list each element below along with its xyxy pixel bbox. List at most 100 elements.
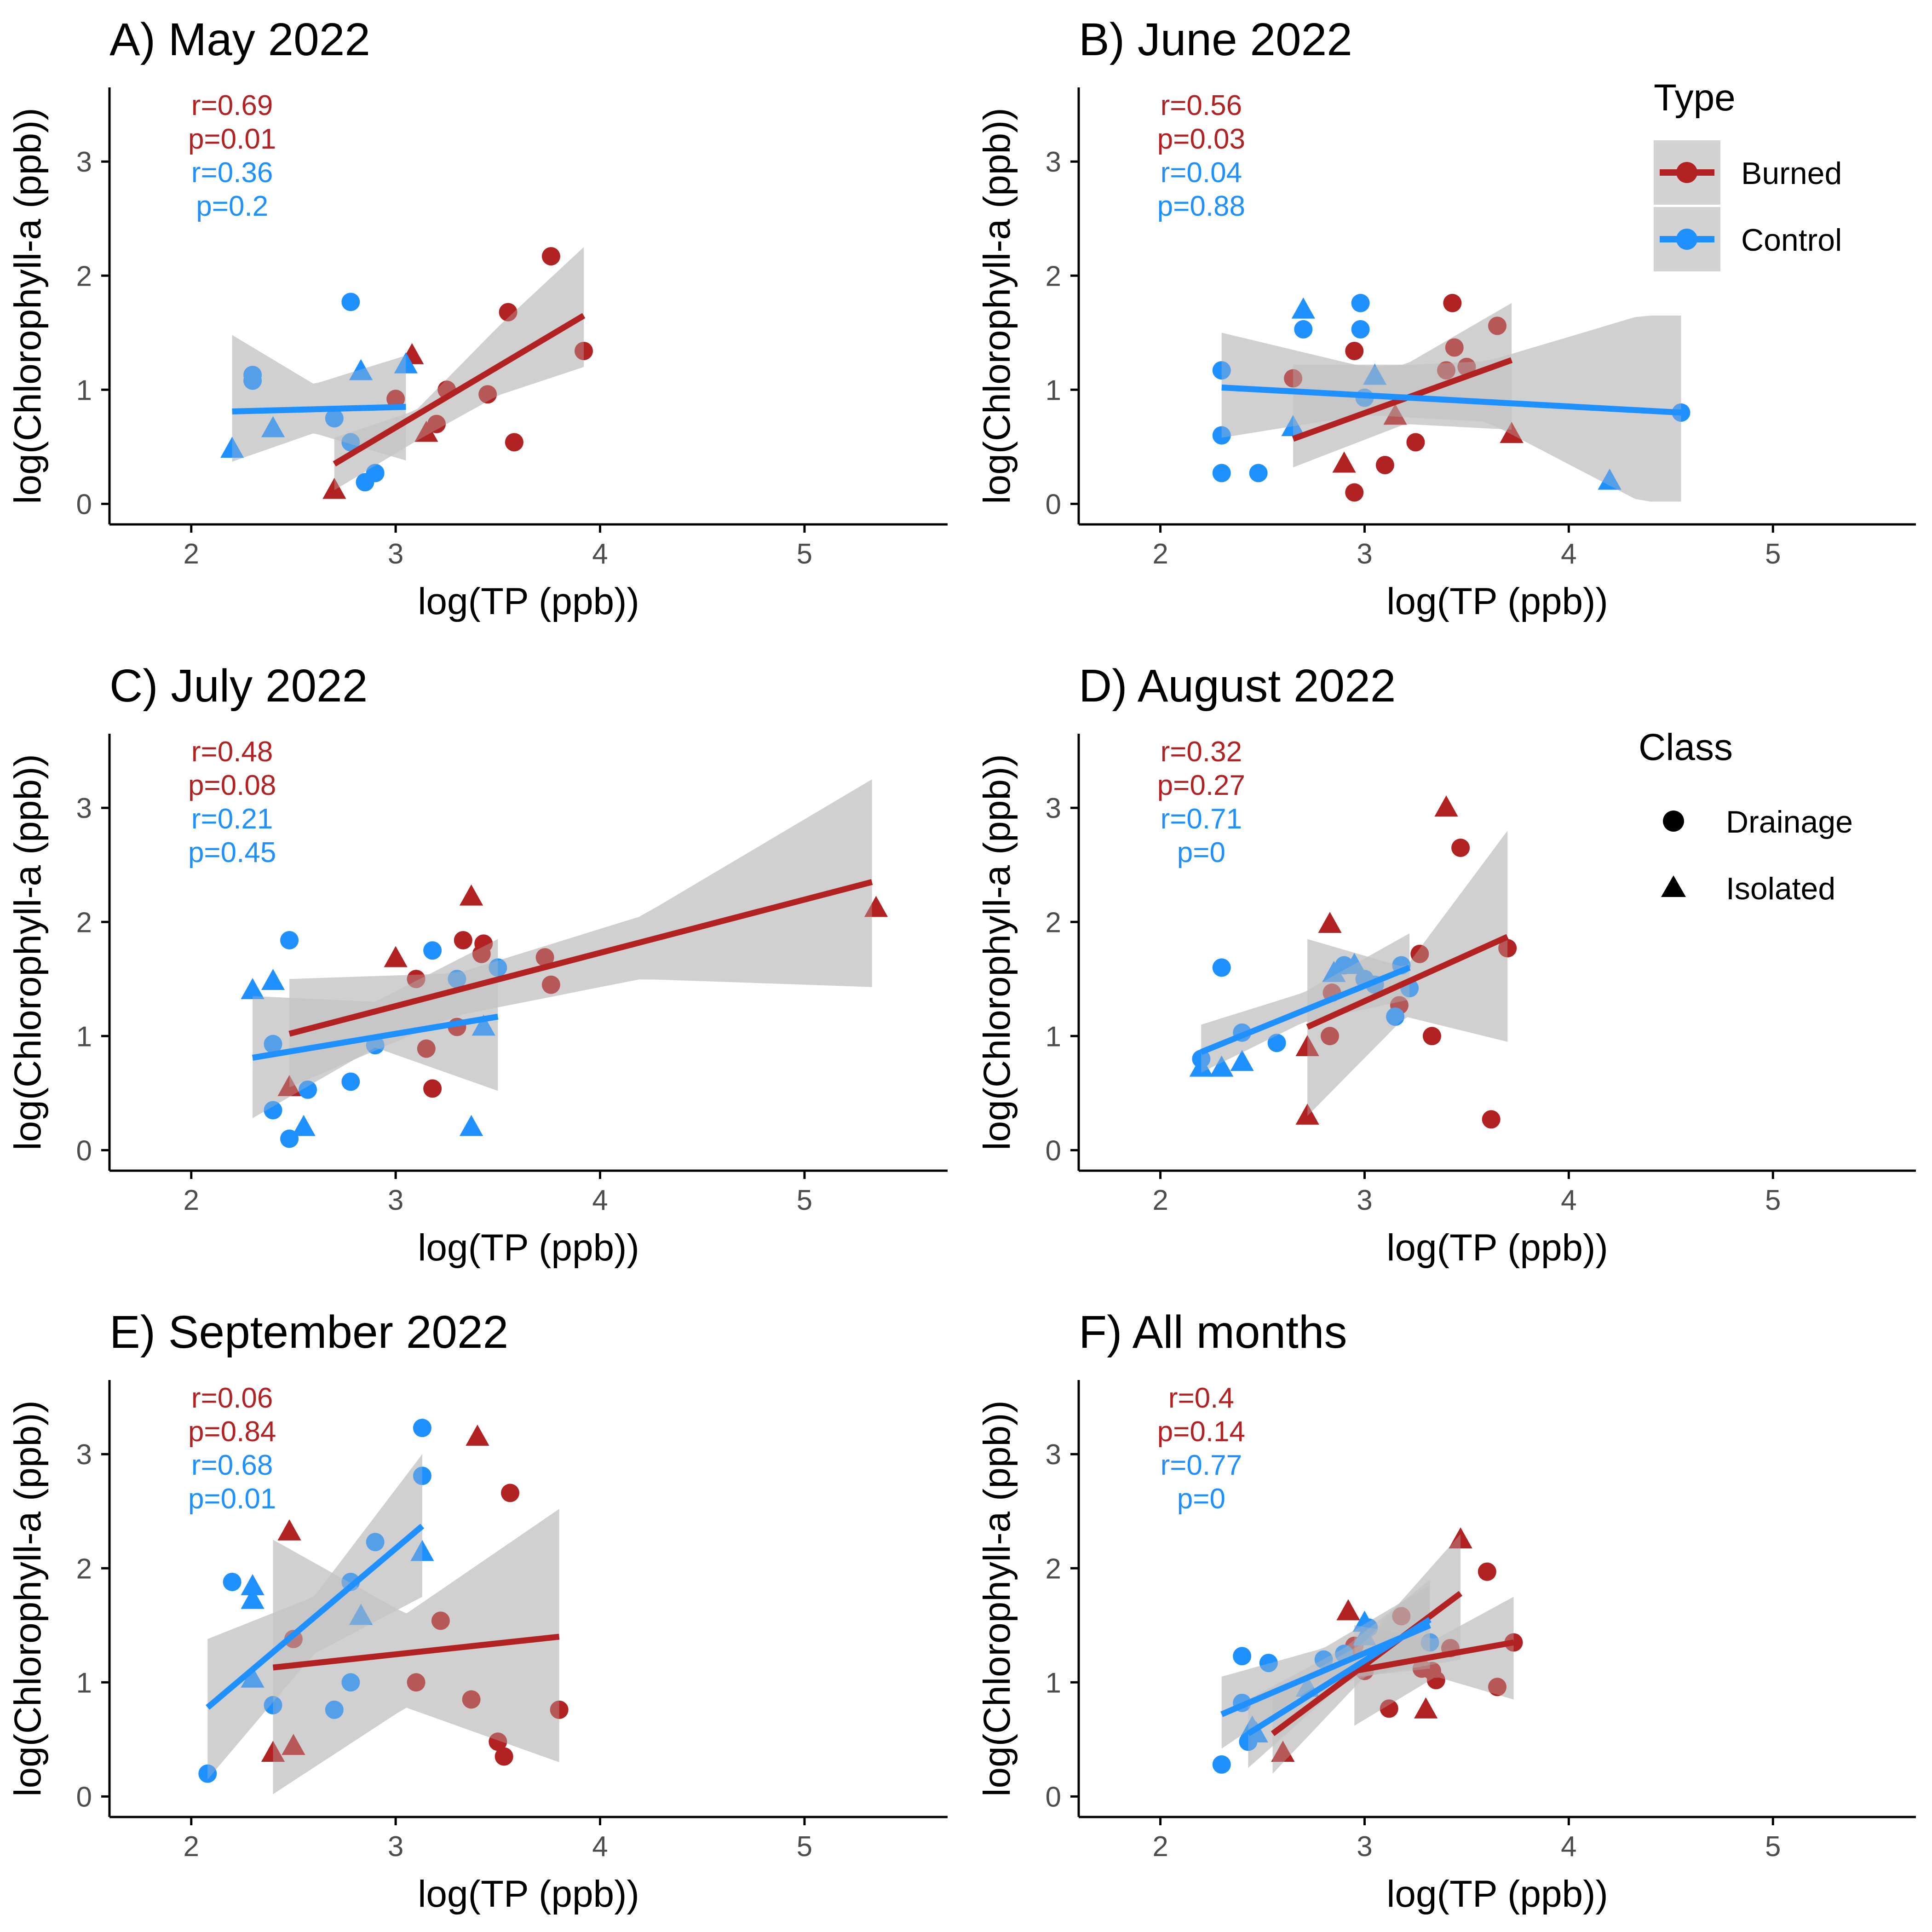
x-tick-label: 5: [797, 538, 812, 570]
point-control-drainage: [264, 1035, 282, 1053]
point-burned-drainage: [454, 931, 472, 949]
stat-p-control: p=0.2: [196, 190, 268, 222]
stat-p-control: p=0.88: [1157, 190, 1245, 222]
point-burned-drainage: [1451, 839, 1470, 857]
point-burned-drainage: [1375, 456, 1394, 475]
legend-class: Class Drainage Isolated: [1639, 726, 1853, 906]
point-control-drainage: [1212, 1755, 1231, 1774]
legend-label-control: Control: [1741, 223, 1842, 258]
legend-key-control-point: [1676, 229, 1697, 250]
x-tick-label: 4: [1561, 538, 1576, 570]
fit-line-burned: [333, 313, 586, 467]
point-burned-drainage: [541, 975, 560, 994]
fit-lines: [252, 879, 873, 1061]
confidence-band-control: [253, 939, 498, 1118]
point-control-isolated: [241, 1574, 264, 1595]
y-axis-label: log(Chlorophyll-a (ppb)): [7, 1400, 49, 1796]
point-control-drainage: [341, 433, 360, 452]
point-control-drainage: [1351, 320, 1370, 339]
y-tick-label: 0: [1046, 489, 1061, 520]
point-control-drainage: [1212, 361, 1231, 380]
stat-r-burned: r=0.69: [191, 90, 273, 121]
x-tick-label: 4: [592, 1831, 608, 1863]
point-control-isolated: [261, 416, 285, 437]
panels: A) May 2022 2 3 4 5 0 1 2 3 log(TP (ppb)) log(Chlo…: [7, 14, 1916, 1915]
point-burned-drainage: [1392, 1607, 1411, 1626]
fit-line-burned: [288, 879, 873, 1037]
x-axis-label: log(TP (ppb)): [1386, 1227, 1608, 1269]
point-burned-drainage: [1482, 1110, 1501, 1129]
point-control-drainage: [198, 1764, 217, 1783]
point-burned-drainage: [1426, 1671, 1445, 1690]
point-control-drainage: [366, 464, 385, 483]
confidence-band-overlay-control: [1221, 316, 1681, 502]
point-burned-drainage: [431, 1611, 450, 1630]
y-tick-label: 2: [76, 1553, 92, 1585]
point-burned-drainage: [1380, 1699, 1398, 1718]
point-burned-drainage: [505, 433, 523, 452]
confidence-band-overlay-burned: [1293, 303, 1512, 467]
confidence-bands: [253, 779, 872, 1118]
y-tick-label: 0: [76, 1781, 92, 1813]
point-control-drainage: [448, 970, 466, 989]
x-tick-label: 5: [797, 1831, 812, 1863]
fit-line-burned: [1271, 1591, 1462, 1736]
stat-r-burned: r=0.48: [191, 736, 273, 768]
point-burned-drainage: [407, 970, 426, 989]
point-control-isolated: [292, 1115, 316, 1136]
panel-title: C) July 2022: [109, 660, 368, 712]
point-burned-isolated: [459, 884, 483, 906]
x-tick-label: 5: [1765, 538, 1781, 570]
panel-3: C) July 2022 2 3 4 5 0 1 2 3 log(TP (ppb)) log(Chl…: [7, 660, 948, 1269]
point-control-drainage: [341, 1072, 360, 1091]
y-tick-label: 2: [76, 907, 92, 938]
stat-r-control: r=0.36: [191, 157, 273, 189]
point-burned-isolated: [1434, 795, 1458, 817]
y-tick-label: 0: [1046, 1135, 1061, 1167]
confidence-band-overlay-burned: [1354, 1597, 1514, 1726]
point-control-drainage: [243, 371, 262, 390]
stat-p-control: p=0.01: [188, 1483, 276, 1515]
point-burned-isolated: [1271, 1741, 1295, 1762]
point-control-isolated: [459, 1115, 483, 1136]
confidence-band-overlay-control: [232, 335, 406, 462]
point-burned-drainage: [407, 1673, 426, 1692]
confidence-band-overlay-control: [253, 939, 498, 1118]
x-tick-label: 3: [388, 1831, 403, 1863]
y-tick-label: 1: [76, 374, 92, 406]
point-burned-drainage: [1443, 293, 1462, 312]
point-control-isolated: [349, 1604, 373, 1625]
fit-line-burned: [1306, 934, 1509, 1030]
x-tick-label: 2: [184, 538, 199, 570]
fit-line-control: [206, 1524, 425, 1710]
point-burned-drainage: [1478, 1562, 1496, 1581]
y-tick-label: 3: [76, 146, 92, 178]
x-axis-label: log(TP (ppb)): [418, 1227, 639, 1269]
point-control-drainage: [1212, 958, 1231, 977]
y-axis-label: log(Chlorophyll-a (ppb)): [976, 754, 1018, 1150]
point-burned-isolated: [322, 477, 346, 499]
y-tick-label: 2: [1046, 260, 1061, 292]
data-points: [241, 884, 888, 1148]
point-control-drainage: [325, 409, 344, 428]
point-burned-drainage: [541, 247, 560, 266]
y-axis-label: log(Chlorophyll-a (ppb)): [976, 108, 1018, 504]
data-points: [220, 247, 593, 499]
point-burned-isolated: [1295, 1035, 1319, 1057]
point-burned-drainage: [474, 934, 493, 953]
fit-lines: [1221, 357, 1681, 442]
point-burned-isolated: [282, 1734, 305, 1755]
panel-title: B) June 2022: [1079, 14, 1352, 65]
legend-key-drainage-circle: [1663, 811, 1684, 832]
confidence-band-burned: [1354, 1597, 1514, 1726]
y-tick-label: 0: [76, 489, 92, 520]
point-control-drainage: [1259, 1654, 1278, 1673]
point-burned-isolated: [1332, 451, 1356, 473]
legend-type: Type Burned Control: [1654, 77, 1842, 271]
stat-r-control: r=0.21: [191, 803, 273, 835]
point-burned-isolated: [277, 1519, 301, 1541]
x-tick-label: 2: [184, 1831, 199, 1863]
point-burned-drainage: [1422, 1027, 1441, 1046]
point-control-drainage: [341, 293, 360, 311]
